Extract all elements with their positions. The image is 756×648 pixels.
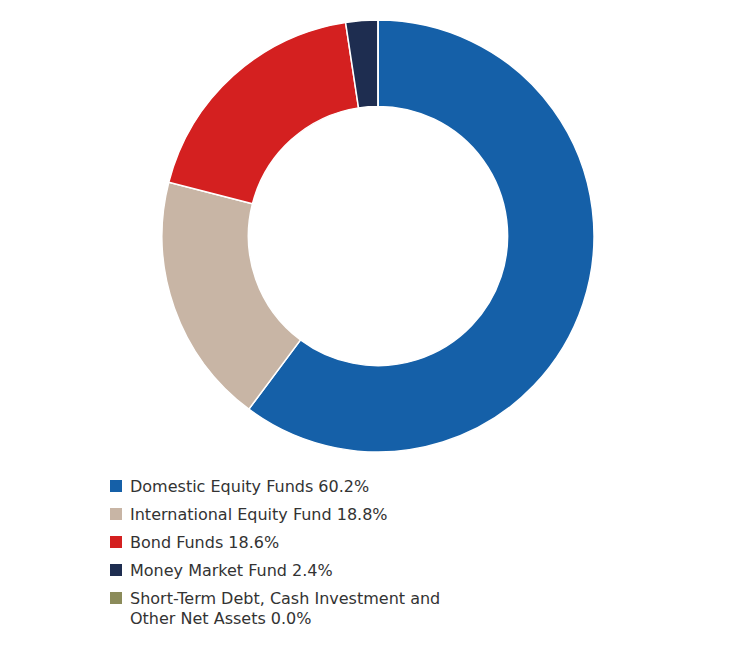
slice bbox=[346, 20, 378, 108]
legend-swatch bbox=[110, 536, 122, 548]
legend: Domestic Equity Funds 60.2% International… bbox=[110, 477, 440, 628]
legend-label: Domestic Equity Funds 60.2% bbox=[130, 477, 369, 496]
legend-swatch bbox=[110, 508, 122, 520]
donut bbox=[162, 20, 594, 452]
legend-label: Short-Term Debt, Cash Investment andOthe… bbox=[130, 589, 440, 628]
legend-label: Bond Funds 18.6% bbox=[130, 533, 279, 552]
legend-swatch bbox=[110, 480, 122, 492]
legend-item: International Equity Fund 18.8% bbox=[110, 505, 388, 524]
legend-label: International Equity Fund 18.8% bbox=[130, 505, 388, 524]
slice bbox=[162, 182, 301, 409]
legend-label: Money Market Fund 2.4% bbox=[130, 561, 333, 580]
legend-item: Bond Funds 18.6% bbox=[110, 533, 279, 552]
legend-item: Domestic Equity Funds 60.2% bbox=[110, 477, 369, 496]
chart: Domestic Equity Funds 60.2% International… bbox=[0, 0, 756, 648]
slice bbox=[169, 22, 359, 203]
legend-item: Short-Term Debt, Cash Investment andOthe… bbox=[110, 589, 440, 628]
legend-swatch bbox=[110, 592, 122, 604]
legend-item: Money Market Fund 2.4% bbox=[110, 561, 333, 580]
slice bbox=[377, 20, 379, 106]
legend-swatch bbox=[110, 564, 122, 576]
